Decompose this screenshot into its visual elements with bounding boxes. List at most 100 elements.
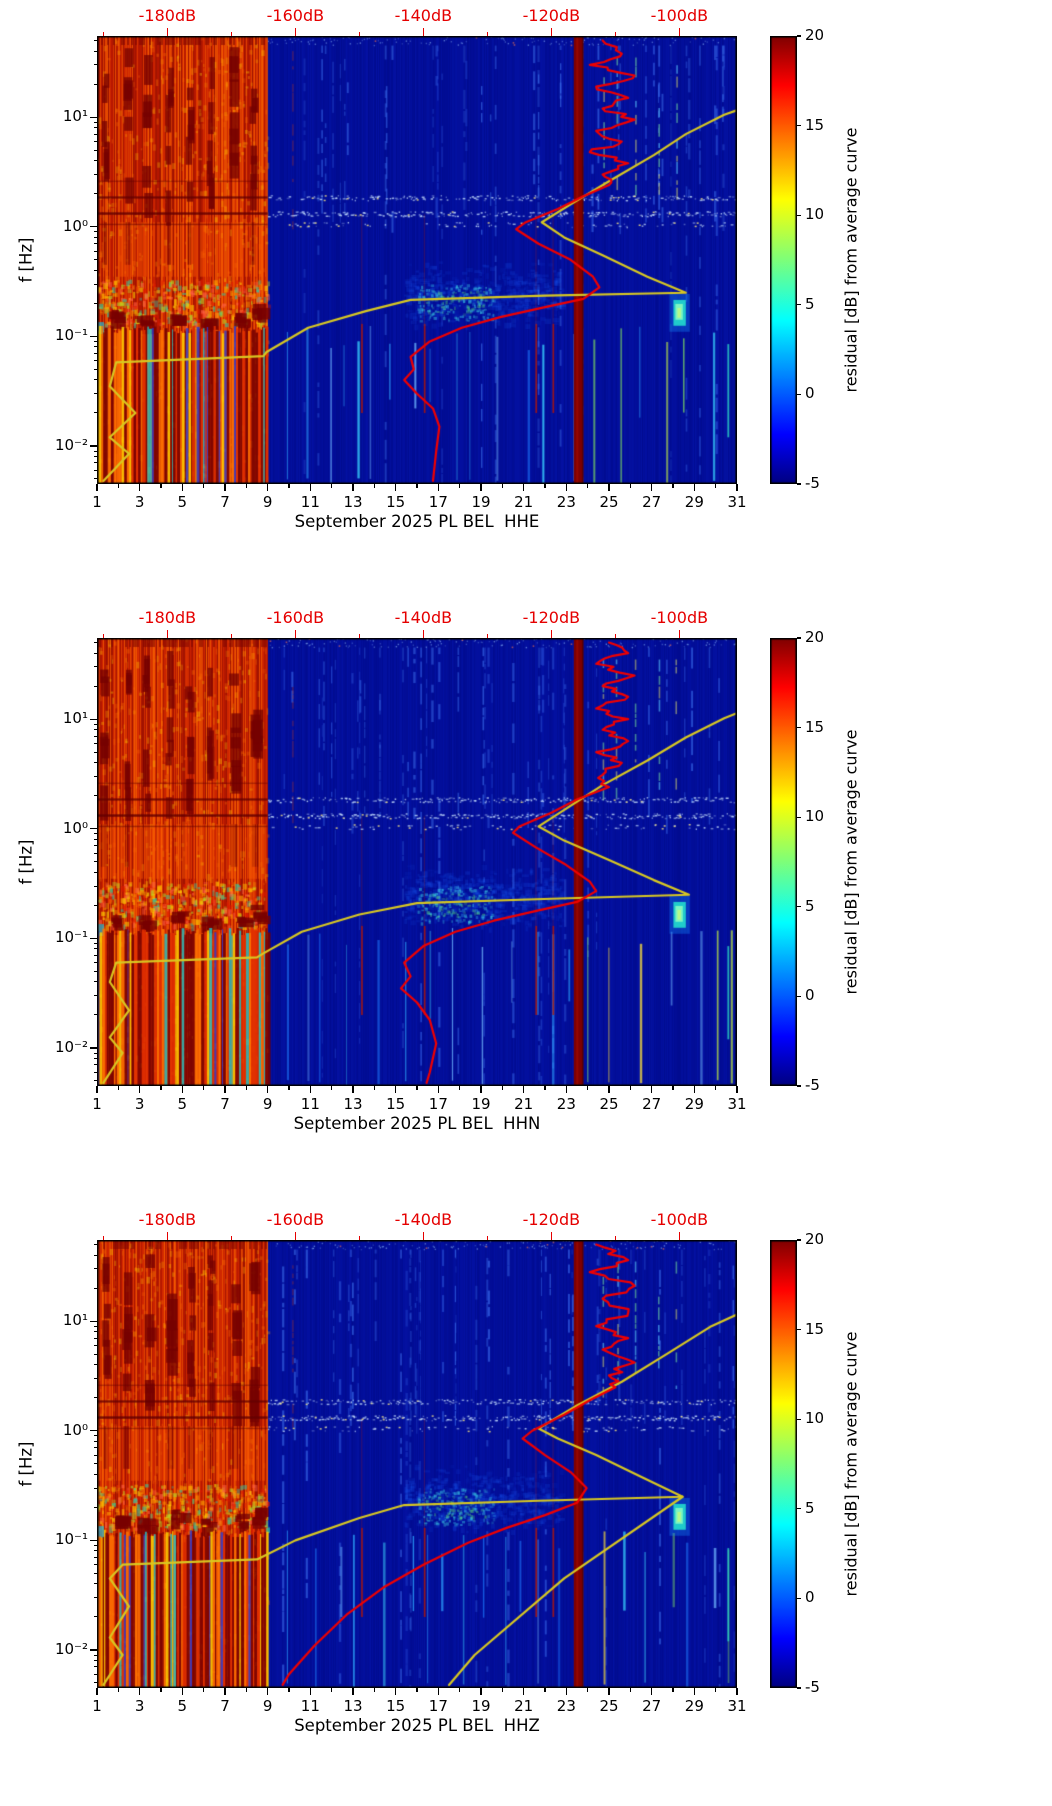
x-axis-tick-label: 1 (92, 1697, 102, 1715)
x-axis-tick-mark (736, 484, 738, 491)
x-axis-minor-tick (544, 1688, 546, 1692)
x-axis-tick-mark (352, 1688, 354, 1695)
top-axis-tick-mark (166, 1232, 168, 1240)
y-axis-tick-label: 10⁻¹ (54, 326, 88, 345)
top-axis-tick-mark (422, 630, 424, 638)
x-axis-tick-mark (480, 1086, 482, 1093)
colorbar-tick-mark (797, 906, 801, 908)
top-axis-tick-mark (166, 630, 168, 638)
colorbar-gradient (770, 638, 797, 1086)
x-axis-tick-mark (267, 1086, 269, 1093)
colorbar-tick-mark (797, 816, 801, 818)
top-db-tick-label: -100dB (650, 6, 709, 25)
x-axis-tick-mark (523, 1688, 525, 1695)
x-axis-minor-tick (459, 1688, 461, 1692)
x-axis-tick-mark (480, 1688, 482, 1695)
y-axis-tick-label: 10⁰ (62, 216, 88, 235)
y-axis-minor-tick (93, 666, 97, 668)
x-axis-tick-label: 1 (92, 493, 102, 511)
y-axis-minor-tick (93, 885, 97, 887)
y-axis-minor-tick (93, 970, 97, 972)
x-axis-minor-tick (587, 1086, 589, 1090)
x-axis-minor-tick (160, 1086, 162, 1090)
x-axis-minor-tick (587, 1688, 589, 1692)
colorbar-tick-label: 0 (805, 1588, 815, 1607)
x-axis-tick-label: 29 (684, 1697, 704, 1715)
x-axis-tick-mark (352, 484, 354, 491)
x-axis-tick-mark (224, 1086, 226, 1093)
x-axis-tick-label: 15 (386, 1697, 406, 1715)
colorbar-tick-label: 10 (805, 807, 825, 826)
top-db-tick-label: -120dB (522, 608, 581, 627)
x-axis-minor-tick (544, 484, 546, 488)
y-axis-minor-tick (93, 1254, 97, 1256)
x-axis-minor-tick (203, 1688, 205, 1692)
top-axis-tick-mark (550, 630, 552, 638)
y-axis-minor-tick (93, 469, 97, 471)
x-axis-tick-mark (395, 1688, 397, 1695)
x-axis-minor-tick (203, 1086, 205, 1090)
y-axis-minor-tick (93, 1364, 97, 1366)
top-db-tick-label: -140dB (394, 1210, 453, 1229)
colorbar-tick-label: -5 (805, 474, 820, 492)
x-axis-tick-label: 17 (428, 1697, 448, 1715)
x-axis-tick-label: 3 (134, 1697, 145, 1715)
y-axis-minor-tick (93, 149, 97, 151)
x-axis-title: September 2025 PL BEL HHZ (294, 1716, 540, 1735)
y-axis-tick-label: 10⁻¹ (54, 928, 88, 947)
top-axis-minor-tick (358, 633, 360, 638)
y-axis-minor-tick (93, 833, 97, 835)
y-axis-tick-label: 10⁰ (62, 1420, 88, 1439)
x-axis-tick-mark (565, 1688, 567, 1695)
y-axis-minor-tick (93, 904, 97, 906)
y-axis-minor-tick (93, 735, 97, 737)
x-axis-minor-tick (160, 484, 162, 488)
y-axis-minor-tick (93, 762, 97, 764)
y-axis-minor-tick (93, 685, 97, 687)
x-axis-minor-tick (373, 484, 375, 488)
y-axis-tick-mark (90, 1047, 97, 1049)
y-axis-minor-tick (93, 450, 97, 452)
y-axis-minor-tick (93, 981, 97, 983)
x-axis-tick-label: 7 (220, 1095, 230, 1113)
y-axis-minor-tick (93, 83, 97, 85)
colorbar-tick-mark (797, 393, 801, 395)
y-axis-minor-tick (93, 1353, 97, 1355)
x-axis-tick-label: 23 (556, 1095, 576, 1113)
top-axis-minor-tick (486, 1235, 488, 1240)
y-axis-minor-tick (93, 1080, 97, 1082)
x-axis-tick-label: 19 (471, 1095, 491, 1113)
colorbar-tick-label: 15 (805, 717, 825, 736)
top-axis-tick-mark (422, 1232, 424, 1240)
x-axis-tick-label: 9 (262, 1697, 273, 1715)
x-axis-minor-tick (459, 484, 461, 488)
y-axis-title: f [Hz] (16, 237, 36, 283)
x-axis-tick-label: 23 (556, 1697, 576, 1715)
x-axis-tick-mark (352, 1086, 354, 1093)
y-axis-minor-tick (93, 1666, 97, 1668)
x-axis-tick-mark (437, 1086, 439, 1093)
colorbar-tick-label: 10 (805, 1409, 825, 1428)
y-axis-title: f [Hz] (16, 839, 36, 885)
y-axis-tick-mark (90, 335, 97, 337)
top-db-tick-label: -120dB (522, 6, 581, 25)
y-axis-minor-tick (93, 861, 97, 863)
x-axis-minor-tick (288, 1086, 290, 1090)
x-axis-minor-tick (245, 1086, 247, 1090)
x-axis-minor-tick (501, 484, 503, 488)
top-axis-minor-tick (614, 1235, 616, 1240)
y-axis-tick-label: 10⁻² (54, 1639, 88, 1658)
x-axis-tick-mark (267, 1688, 269, 1695)
top-axis-minor-tick (102, 633, 104, 638)
y-axis-minor-tick (93, 1287, 97, 1289)
y-axis-minor-tick (93, 1673, 97, 1675)
y-axis-minor-tick (93, 1544, 97, 1546)
x-axis-tick-mark (565, 484, 567, 491)
x-axis-tick-label: 11 (300, 1095, 320, 1113)
colorbar-tick-label: 15 (805, 115, 825, 134)
x-axis-tick-label: 25 (599, 493, 619, 511)
y-axis-minor-tick (93, 795, 97, 797)
y-axis-minor-tick (93, 393, 97, 395)
y-axis-tick-label: 10⁻² (54, 435, 88, 454)
x-axis-tick-label: 29 (684, 1095, 704, 1113)
